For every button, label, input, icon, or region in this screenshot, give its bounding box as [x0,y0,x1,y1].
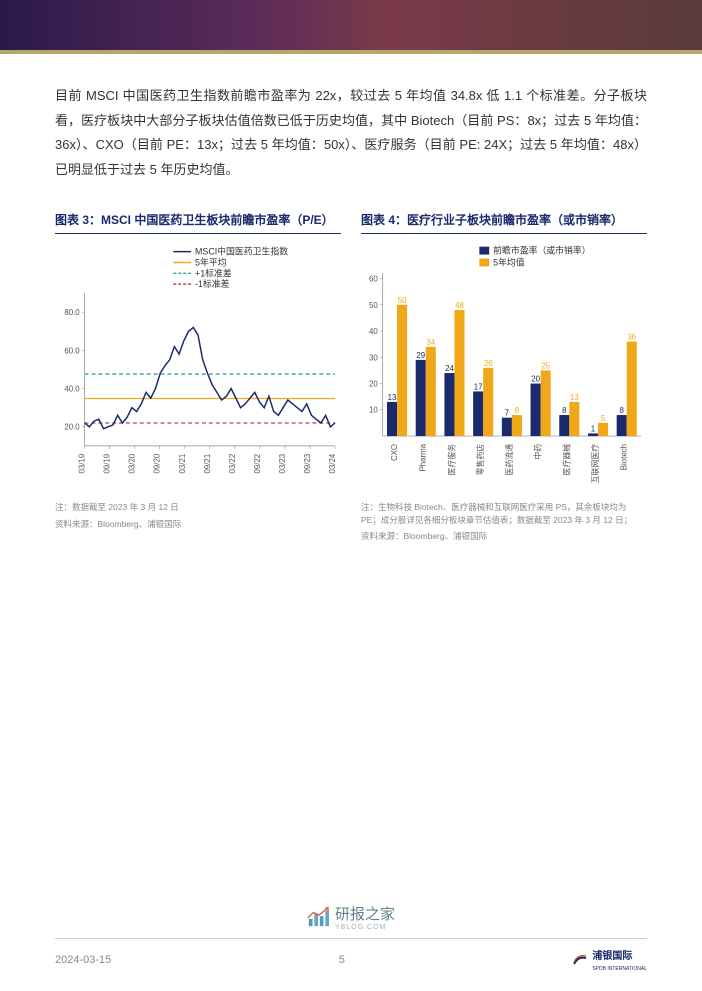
page-content: 目前 MSCI 中国医药卫生指数前瞻市盈率为 22x，较过去 5 年均值 34.… [0,54,702,543]
svg-text:13: 13 [388,393,397,402]
chart4-bar-chart: 前瞻市盈率（或市销率）5年均值 10 20 30 40 50 60 13 50 CXO 2934 Ph… [361,242,647,492]
svg-text:20: 20 [531,374,540,383]
svg-text:40.0: 40.0 [64,384,80,393]
svg-text:34: 34 [426,338,435,347]
svg-text:48: 48 [455,301,464,310]
svg-text:医疗服务: 医疗服务 [446,444,456,476]
chart4-source: 资料来源：Bloomberg、浦银国际 [361,530,647,543]
svg-text:25: 25 [541,361,550,370]
svg-text:5: 5 [601,414,606,423]
svg-text:03/21: 03/21 [178,454,187,474]
footer-date: 2024-03-15 [55,954,111,966]
svg-text:80.0: 80.0 [64,308,80,317]
svg-text:Pharma: Pharma [419,443,428,471]
svg-text:50: 50 [398,296,407,305]
svg-text:60: 60 [369,274,378,283]
svg-text:09/23: 09/23 [303,453,312,473]
footer-page-number: 5 [339,954,345,966]
charts-row: 图表 3：MSCI 中国医药卫生板块前瞻市盈率（P/E） MSCI中国医药卫生指… [55,211,647,543]
svg-text:5年均值: 5年均值 [493,256,525,267]
svg-text:8: 8 [620,406,625,415]
svg-text:03/22: 03/22 [228,454,237,474]
svg-text:7: 7 [505,408,509,417]
svg-text:医药流通: 医药流通 [504,444,514,476]
body-paragraph: 目前 MSCI 中国医药卫生指数前瞻市盈率为 22x，较过去 5 年均值 34.… [55,84,647,183]
svg-text:03/19: 03/19 [78,454,87,474]
svg-text:1: 1 [591,424,595,433]
chart3-title: 图表 3：MSCI 中国医药卫生板块前瞻市盈率（P/E） [55,211,341,234]
svg-text:17: 17 [474,382,483,391]
svg-text:09/22: 09/22 [253,454,262,474]
svg-text:医疗器械: 医疗器械 [561,444,571,476]
chart4-note: 注：生物科技 Biotech、医疗器械和互联网医疗采用 PS，其余板块均为 PE… [361,501,647,527]
svg-text:-1标准差: -1标准差 [195,278,230,289]
watermark-sub: YBLOG.COM [335,924,395,931]
footer-divider [55,938,647,939]
svg-text:8: 8 [515,406,520,415]
svg-text:09/21: 09/21 [203,454,212,474]
watermark: 研报之家 YBLOG.COM [307,903,395,931]
chart3-line-chart: MSCI中国医药卫生指数5年平均+1标准差-1标准差 20.0 40.0 60.0 80… [55,242,341,492]
chart4-column: 图表 4：医疗行业子板块前瞻市盈率（或市销率） 前瞻市盈率（或市销率）5年均值 1… [361,211,647,543]
svg-text:29: 29 [416,351,425,360]
svg-text:中药: 中药 [533,444,543,460]
svg-text:60.0: 60.0 [64,346,80,355]
chart4-title: 图表 4：医疗行业子板块前瞻市盈率（或市销率） [361,211,647,234]
watermark-text: 研报之家 [335,903,395,924]
svg-text:Biotech: Biotech [620,444,629,470]
svg-text:03/23: 03/23 [278,453,287,473]
svg-text:零售药店: 零售药店 [475,444,485,476]
svg-text:CXO: CXO [390,444,399,461]
logo-icon [572,954,588,966]
svg-text:互联网医疗: 互联网医疗 [590,444,600,483]
svg-text:26: 26 [484,359,493,368]
svg-text:前瞻市盈率（或市销率）: 前瞻市盈率（或市销率） [493,244,590,255]
svg-text:30: 30 [369,353,378,362]
svg-text:+1标准差: +1标准差 [195,267,232,278]
svg-text:10: 10 [369,405,378,414]
page-footer: 2024-03-15 5 浦银国际 SPDB INTERNATIONAL [0,938,702,991]
svg-text:8: 8 [562,406,567,415]
chart3-note: 注：数据截至 2023 年 3 月 12 日 [55,501,341,514]
header-band [0,0,702,50]
footer-brand-sub: SPDB INTERNATIONAL [592,966,647,972]
svg-text:20: 20 [369,379,378,388]
footer-logo: 浦银国际 SPDB INTERNATIONAL [572,947,647,973]
svg-text:03/24: 03/24 [328,453,337,473]
svg-text:5年平均: 5年平均 [195,256,227,267]
svg-text:36: 36 [627,332,636,341]
svg-text:20.0: 20.0 [64,422,80,431]
svg-text:03/20: 03/20 [128,453,137,473]
svg-text:09/19: 09/19 [103,454,112,474]
svg-text:40: 40 [369,327,378,336]
chart3-source: 资料来源：Bloomberg、浦银国际 [55,518,341,531]
svg-text:50: 50 [369,301,378,310]
svg-text:24: 24 [445,364,454,373]
svg-text:MSCI中国医药卫生指数: MSCI中国医药卫生指数 [195,245,288,256]
footer-brand: 浦银国际 [592,951,632,962]
bar-chart-icon [307,906,329,928]
svg-text:13: 13 [570,393,579,402]
svg-text:09/20: 09/20 [153,453,162,473]
chart3-column: 图表 3：MSCI 中国医药卫生板块前瞻市盈率（P/E） MSCI中国医药卫生指… [55,211,341,543]
